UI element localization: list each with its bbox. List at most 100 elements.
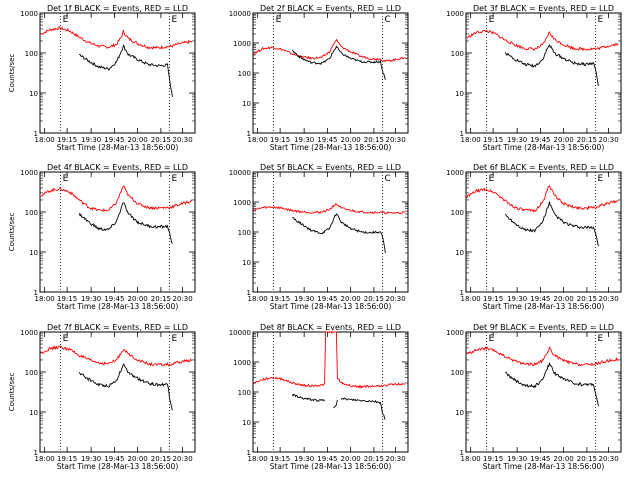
chart-panel-5: Det 5f BLACK = Events, RED = LLD 1 10 100 10…: [229, 163, 408, 311]
y-tick-label: 10000: [229, 169, 251, 177]
y-tick-label: 10: [455, 409, 464, 417]
x-tick-label: 18:00: [35, 455, 55, 463]
y-axis-label: Counts/sec: [8, 373, 16, 412]
x-tick-label: 18:00: [248, 136, 268, 144]
events-series-line: [292, 214, 385, 253]
plot-frame: [253, 332, 408, 452]
events-series-line: [292, 46, 385, 79]
x-tick-label: 18:00: [461, 455, 481, 463]
x-tick-label: 18:00: [461, 136, 481, 144]
time-marker-label: E: [489, 174, 495, 184]
chart-title: Det 4f BLACK = Events, RED = LLD: [47, 163, 188, 172]
chart-title: Det 2f BLACK = Events, RED = LLD: [260, 4, 401, 13]
events-series-line: [79, 203, 172, 244]
events-series-line: [79, 364, 172, 410]
x-axis-label: Start Time (28-Mar-13 18:56:00): [57, 143, 179, 152]
time-marker-label: E: [171, 15, 177, 25]
events-series-line: [79, 45, 172, 97]
y-tick-label: 100: [238, 70, 251, 78]
events-series-line: [505, 45, 598, 86]
x-tick-label: 18:00: [35, 295, 55, 303]
time-marker-label: E: [489, 15, 495, 25]
y-tick-label: 1000: [446, 329, 464, 337]
time-marker-label: E: [597, 334, 603, 344]
y-tick-label: 1000: [446, 10, 464, 18]
time-marker-label: E: [63, 174, 69, 184]
chart-panel-6: Det 6f BLACK = Events, RED = LLD 1 10 100 10…: [446, 163, 621, 311]
plot-frame: [253, 172, 408, 292]
lld-series-line: [467, 186, 618, 212]
chart-title: Det 7f BLACK = Events, RED = LLD: [47, 323, 188, 332]
y-tick-label: 1000: [20, 169, 38, 177]
y-tick-label: 1000: [233, 40, 251, 48]
chart-title: Det 3f BLACK = Events, RED = LLD: [473, 4, 614, 13]
chart-panel-8: Det 8f BLACK = Events, RED = LLD 1 10 100 10…: [229, 323, 408, 471]
plot-frame: [253, 13, 408, 133]
plot-frame: [466, 172, 621, 292]
x-axis-label: Start Time (28-Mar-13 18:56:00): [483, 143, 605, 152]
y-tick-label: 100: [25, 50, 38, 58]
y-tick-label: 100: [451, 50, 464, 58]
chart-title: Det 9f BLACK = Events, RED = LLD: [473, 323, 614, 332]
chart-panel-9: Det 9f BLACK = Events, RED = LLD 1 10 100 10…: [446, 323, 621, 471]
chart-panel-7: Det 7f BLACK = Events, RED = LLD 1 10 100 10…: [8, 323, 195, 471]
x-axis-label: Start Time (28-Mar-13 18:56:00): [57, 302, 179, 311]
chart-panel-2: Det 2f BLACK = Events, RED = LLD 1 10 100 10…: [229, 4, 408, 152]
y-tick-label: 100: [25, 209, 38, 217]
y-tick-label: 1000: [446, 169, 464, 177]
y-tick-label: 1000: [20, 329, 38, 337]
y-tick-label: 1000: [233, 359, 251, 367]
chart-title: Det 6f BLACK = Events, RED = LLD: [473, 163, 614, 172]
chart-title: Det 1f BLACK = Events, RED = LLD: [47, 4, 188, 13]
x-tick-label: 18:00: [461, 295, 481, 303]
plot-frame: [40, 13, 195, 133]
y-tick-label: 10000: [229, 10, 251, 18]
x-tick-label: 18:00: [248, 455, 268, 463]
y-tick-label: 10: [242, 419, 251, 427]
time-marker-label: E: [489, 334, 495, 344]
y-tick-label: 1000: [233, 199, 251, 207]
y-tick-label: 10: [455, 249, 464, 257]
x-axis-label: Start Time (28-Mar-13 18:56:00): [57, 462, 179, 471]
x-axis-label: Start Time (28-Mar-13 18:56:00): [270, 462, 392, 471]
plot-frame: [40, 332, 195, 452]
y-tick-label: 10: [242, 100, 251, 108]
events-series-line: [505, 363, 598, 406]
y-tick-label: 10: [455, 90, 464, 98]
y-tick-label: 10: [29, 90, 38, 98]
chart-title: Det 5f BLACK = Events, RED = LLD: [260, 163, 401, 172]
y-tick-label: 100: [25, 369, 38, 377]
time-marker-label: E: [63, 334, 69, 344]
x-tick-label: 18:00: [248, 295, 268, 303]
time-marker-label: E: [171, 334, 177, 344]
y-tick-label: 100: [238, 389, 251, 397]
events-series-line: [292, 394, 324, 401]
y-tick-label: 100: [451, 209, 464, 217]
time-marker-label: E: [597, 15, 603, 25]
y-tick-label: 10: [29, 249, 38, 257]
time-marker-label: E: [276, 15, 282, 25]
chart-panel-3: Det 3f BLACK = Events, RED = LLD11010010…: [446, 4, 621, 152]
chart-title: Det 8f BLACK = Events, RED = LLD: [260, 323, 401, 332]
x-axis-label: Start Time (28-Mar-13 18:56:00): [483, 462, 605, 471]
events-series-line: [333, 400, 337, 408]
x-axis-label: Start Time (28-Mar-13 18:56:00): [270, 302, 392, 311]
chart-panel-1: Det 1f BLACK = Events, RED = LLD11010010…: [8, 4, 195, 152]
time-marker-label: C: [384, 15, 390, 25]
y-tick-label: 10: [242, 259, 251, 267]
y-axis-label: Counts/sec: [8, 213, 16, 252]
time-marker-label: E: [597, 174, 603, 184]
x-axis-label: Start Time (28-Mar-13 18:56:00): [270, 143, 392, 152]
y-tick-label: 10: [29, 409, 38, 417]
events-series-line: [341, 398, 385, 420]
y-tick-label: 1000: [20, 10, 38, 18]
time-marker-label: E: [63, 15, 69, 25]
chart-panel-4: Det 4f BLACK = Events, RED = LLD 1 10 100 10…: [8, 163, 195, 311]
x-axis-label: Start Time (28-Mar-13 18:56:00): [483, 302, 605, 311]
y-tick-label: 100: [451, 369, 464, 377]
x-tick-label: 18:00: [35, 136, 55, 144]
time-marker-label: C: [384, 174, 390, 184]
lld-series-line: [41, 186, 192, 211]
y-tick-label: 10000: [229, 329, 251, 337]
